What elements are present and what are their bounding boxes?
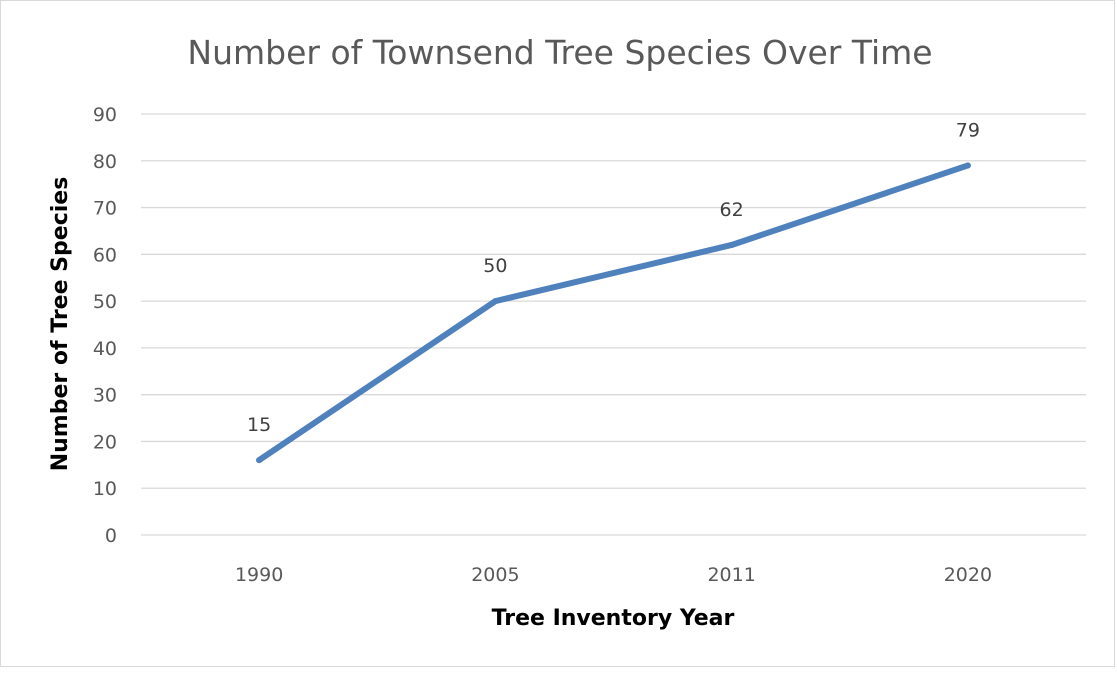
y-tick-label: 80 bbox=[93, 151, 117, 173]
series-line bbox=[256, 162, 971, 464]
data-label: 62 bbox=[720, 199, 744, 221]
x-tick-label: 1990 bbox=[235, 564, 283, 586]
data-point bbox=[964, 162, 971, 169]
y-tick-label: 20 bbox=[93, 431, 117, 453]
series-lines bbox=[256, 162, 971, 464]
x-axis-tick-labels: 1990 2005 2011 2020 bbox=[235, 564, 992, 586]
y-tick-label: 10 bbox=[93, 478, 117, 500]
data-point bbox=[492, 298, 499, 305]
x-tick-label: 2005 bbox=[471, 564, 519, 586]
chart-title: Number of Townsend Tree Species Over Tim… bbox=[187, 33, 932, 72]
x-axis-title: Tree Inventory Year bbox=[492, 606, 735, 631]
data-point bbox=[728, 241, 735, 248]
x-tick-label: 2020 bbox=[944, 564, 992, 586]
data-point bbox=[256, 457, 263, 464]
data-label: 79 bbox=[956, 119, 980, 141]
y-tick-label: 60 bbox=[93, 244, 117, 266]
data-label: 50 bbox=[483, 255, 507, 277]
data-label: 15 bbox=[247, 414, 271, 436]
data-labels: 15 50 62 79 bbox=[247, 119, 980, 436]
gridlines bbox=[141, 113, 1086, 536]
x-tick-label: 2011 bbox=[707, 564, 755, 586]
y-axis-tick-labels: 0 10 20 30 40 50 60 70 80 90 bbox=[93, 104, 117, 547]
y-axis-title: Number of Tree Species bbox=[48, 177, 73, 472]
y-tick-label: 50 bbox=[93, 291, 117, 313]
y-tick-label: 40 bbox=[93, 338, 117, 360]
y-tick-label: 70 bbox=[93, 198, 117, 220]
y-tick-label: 0 bbox=[105, 525, 117, 547]
y-tick-label: 30 bbox=[93, 385, 117, 407]
y-tick-label: 90 bbox=[93, 104, 117, 126]
